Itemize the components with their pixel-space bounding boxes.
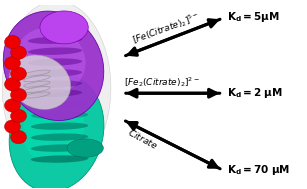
Ellipse shape: [10, 88, 26, 101]
Ellipse shape: [23, 93, 84, 163]
Ellipse shape: [2, 1, 111, 175]
Text: $\mathbf{K_d = 2\ \mu M}$: $\mathbf{K_d = 2\ \mu M}$: [227, 86, 283, 100]
Ellipse shape: [28, 89, 82, 97]
Ellipse shape: [31, 155, 88, 163]
Ellipse shape: [9, 75, 104, 189]
Ellipse shape: [67, 139, 103, 157]
Ellipse shape: [10, 130, 26, 144]
Ellipse shape: [31, 133, 88, 141]
Ellipse shape: [10, 46, 26, 59]
Text: $[Fe_2(Citrate)_2]^{2-}$: $[Fe_2(Citrate)_2]^{2-}$: [124, 75, 200, 89]
Ellipse shape: [31, 101, 88, 108]
Ellipse shape: [28, 69, 82, 77]
Ellipse shape: [15, 27, 86, 93]
Ellipse shape: [10, 67, 26, 80]
Ellipse shape: [31, 112, 88, 119]
Ellipse shape: [5, 78, 21, 91]
Text: $Citrate$: $Citrate$: [126, 126, 160, 151]
Ellipse shape: [28, 80, 82, 88]
Ellipse shape: [31, 144, 88, 152]
Ellipse shape: [28, 58, 82, 66]
Ellipse shape: [5, 120, 21, 133]
Ellipse shape: [9, 55, 71, 109]
Ellipse shape: [28, 36, 82, 44]
Text: $\mathbf{K_d = 5\mu M}$: $\mathbf{K_d = 5\mu M}$: [227, 10, 280, 24]
Text: $[Fe(Citrate)_2]^{5-}$: $[Fe(Citrate)_2]^{5-}$: [130, 9, 203, 47]
Ellipse shape: [10, 109, 26, 123]
Ellipse shape: [5, 35, 21, 49]
Ellipse shape: [28, 47, 82, 55]
Ellipse shape: [3, 11, 104, 121]
Text: $\mathbf{K_d = 70\ \mu M}$: $\mathbf{K_d = 70\ \mu M}$: [227, 163, 290, 177]
Ellipse shape: [31, 122, 88, 130]
Ellipse shape: [40, 11, 88, 44]
Ellipse shape: [5, 57, 21, 70]
Ellipse shape: [5, 99, 21, 112]
